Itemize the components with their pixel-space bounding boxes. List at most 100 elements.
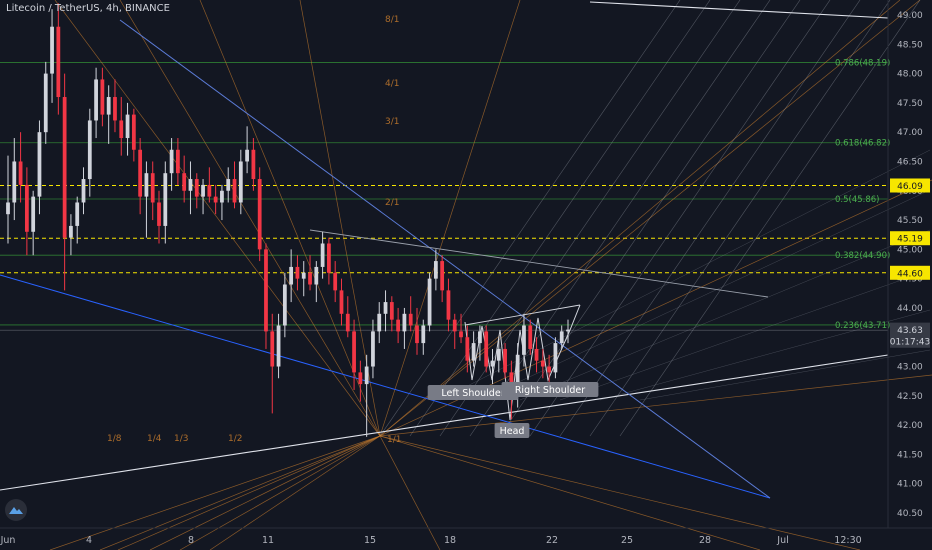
x-tick-label: Jun bbox=[0, 535, 15, 546]
candle-body bbox=[459, 331, 463, 338]
candle-body bbox=[566, 329, 570, 332]
candle-body bbox=[364, 366, 369, 385]
symbol-title: Litecoin / TetherUS, 4h, BINANCE bbox=[6, 3, 170, 14]
pattern-label: Left Shoulder bbox=[441, 388, 504, 399]
x-tick-label: 15 bbox=[364, 535, 376, 546]
pitchfork-line bbox=[559, 269, 931, 401]
candle-body bbox=[238, 161, 243, 203]
candle-body bbox=[81, 179, 86, 203]
candle-body bbox=[138, 149, 143, 197]
candle-body bbox=[396, 319, 400, 332]
fib-level-label: 0.618(46.82) bbox=[835, 139, 890, 149]
x-tick-label: 25 bbox=[621, 535, 633, 546]
candle-body bbox=[522, 325, 526, 355]
grey-trendline bbox=[309, 229, 769, 298]
candle-body bbox=[220, 190, 224, 203]
candle-body bbox=[465, 337, 470, 361]
fib-level-label: 0.786(48.19) bbox=[835, 58, 890, 68]
candle-body bbox=[182, 173, 187, 191]
candle-body bbox=[433, 261, 438, 279]
y-tick-label: 45.50 bbox=[897, 216, 923, 226]
fib-level-label: 0.5(45.86) bbox=[835, 195, 879, 205]
gann-fan-line bbox=[99, 435, 381, 550]
gann-label: 3/1 bbox=[385, 117, 399, 127]
candle-body bbox=[427, 278, 432, 326]
gann-fan-line bbox=[379, 435, 441, 550]
candle-body bbox=[232, 179, 237, 203]
neckline bbox=[464, 304, 581, 326]
fib-level-label: 0.382(44.90) bbox=[835, 251, 890, 261]
candle-body bbox=[251, 149, 256, 180]
candle-body bbox=[75, 202, 80, 226]
candle-body bbox=[94, 79, 98, 121]
pitchfork-line bbox=[559, 0, 861, 437]
candle-body bbox=[125, 114, 130, 139]
candle-body bbox=[478, 331, 482, 344]
gann-fan-line bbox=[209, 435, 381, 550]
x-tick-label: 8 bbox=[188, 535, 194, 546]
white-trendline bbox=[0, 354, 889, 491]
candle-body bbox=[207, 184, 212, 197]
candle-body bbox=[289, 266, 294, 285]
candle-body bbox=[471, 343, 476, 361]
candle-body bbox=[540, 360, 545, 367]
candle-body bbox=[37, 132, 42, 197]
candle-body bbox=[408, 313, 413, 326]
candle-body bbox=[402, 313, 407, 332]
mountain-icon bbox=[9, 507, 23, 514]
pitchfork-line bbox=[529, 0, 831, 437]
y-tick-label: 47.00 bbox=[897, 128, 923, 138]
candle-body bbox=[320, 243, 325, 267]
tradingview-logo-icon[interactable] bbox=[5, 499, 27, 521]
y-tick-label: 42.00 bbox=[897, 421, 923, 431]
candle-body bbox=[169, 149, 174, 174]
x-tick-label: 22 bbox=[546, 535, 558, 546]
pitchfork-line bbox=[439, 0, 741, 437]
candle-body bbox=[201, 184, 205, 197]
price-tag-box bbox=[890, 322, 930, 337]
y-tick-label: 43.00 bbox=[897, 363, 923, 373]
gann-fan-line bbox=[119, 0, 381, 437]
candle-body bbox=[131, 114, 136, 150]
candle-body bbox=[100, 79, 105, 115]
pitchfork-line bbox=[379, 0, 681, 437]
candle-body bbox=[257, 179, 262, 250]
gann-fan-line bbox=[149, 435, 381, 550]
candle-body bbox=[484, 331, 489, 367]
gann-fan-line bbox=[117, 435, 381, 550]
candle-body bbox=[12, 161, 17, 203]
candle-body bbox=[490, 360, 495, 367]
gann-label: 1/1 bbox=[387, 435, 401, 445]
pitchfork-line bbox=[599, 309, 931, 401]
price-tag-box bbox=[890, 231, 930, 246]
candle-body bbox=[452, 319, 457, 332]
x-tick-label: 4 bbox=[86, 535, 92, 546]
gann-label: 1/3 bbox=[174, 434, 188, 444]
price-tag-label: 43.63 bbox=[897, 326, 923, 336]
gann-label: 8/1 bbox=[385, 15, 399, 25]
candle-body bbox=[339, 290, 344, 314]
gann-label: 1/2 bbox=[228, 434, 242, 444]
pitchfork-line bbox=[519, 229, 931, 401]
gann-fan-line bbox=[199, 0, 381, 437]
candle-body bbox=[440, 261, 445, 291]
candle-body bbox=[194, 179, 199, 197]
white-trendline bbox=[589, 1, 889, 19]
candle-body bbox=[245, 149, 249, 162]
candle-body bbox=[226, 179, 231, 191]
candle-body bbox=[119, 120, 124, 139]
x-tick-label: 18 bbox=[444, 535, 456, 546]
candle-body bbox=[534, 348, 539, 361]
candle-body bbox=[43, 73, 48, 133]
y-tick-label: 48.50 bbox=[897, 40, 923, 50]
y-tick-label: 41.50 bbox=[897, 450, 923, 460]
candle-body bbox=[503, 348, 507, 373]
candle-body bbox=[496, 348, 501, 361]
candle-body bbox=[188, 179, 193, 191]
candle-body bbox=[383, 302, 388, 314]
labels-layer: 0.786(48.19) 0.618(46.82) 0.5(45.86) 0.382(… bbox=[427, 58, 890, 438]
y-tick-label: 48.00 bbox=[897, 70, 923, 80]
